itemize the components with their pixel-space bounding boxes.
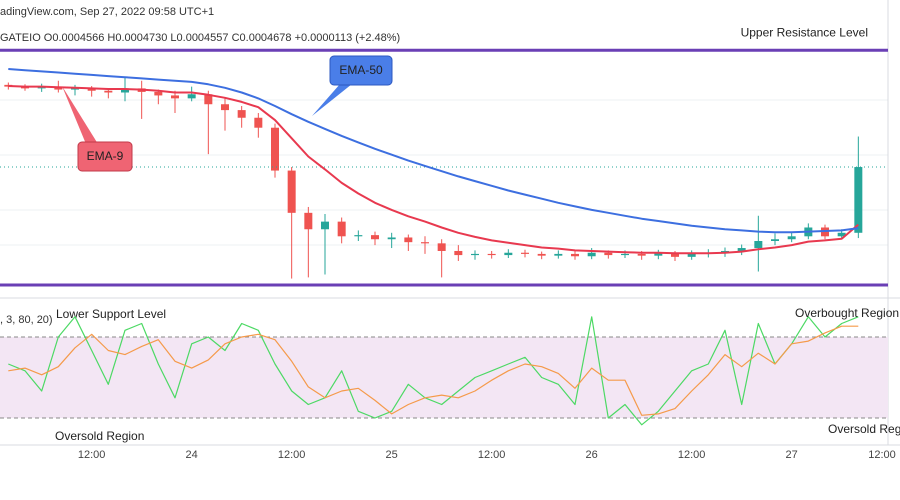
- candle-body: [737, 248, 746, 251]
- candle-body: [187, 94, 196, 99]
- x-tick-label: 12:00: [868, 449, 896, 461]
- x-tick-label: 26: [586, 449, 598, 461]
- ema-line: [8, 85, 859, 255]
- callout-label: EMA-50: [339, 63, 383, 77]
- candle-body: [87, 88, 96, 91]
- x-tick-label: 12:00: [78, 449, 106, 461]
- callout: EMA-9: [62, 86, 133, 172]
- callout-box: [77, 141, 133, 172]
- candle-body: [654, 253, 663, 256]
- candle-body: [504, 252, 513, 256]
- candle-body: [37, 87, 46, 89]
- candle-body: [121, 88, 129, 93]
- callout-label: EMA-9: [87, 149, 124, 163]
- candle-body: [671, 253, 679, 257]
- candle-body: [304, 212, 313, 230]
- candle-body: [554, 253, 563, 256]
- candle-body: [787, 236, 796, 240]
- candle-body: [854, 167, 863, 233]
- x-tick-label: 12:00: [678, 449, 706, 461]
- band-fill: [0, 337, 888, 418]
- candle-body: [171, 95, 179, 99]
- candle-body: [337, 221, 346, 237]
- candle-body: [487, 253, 496, 256]
- level-label: Lower Support Level: [56, 307, 166, 321]
- candle-body: [71, 88, 79, 90]
- candle-body: [537, 253, 546, 256]
- ema-line: [8, 68, 859, 234]
- x-tick-label: 27: [786, 449, 798, 461]
- candle-body: [387, 237, 396, 240]
- candle-body: [687, 253, 696, 257]
- level-label: Upper Resistance Level: [741, 25, 868, 39]
- candle-body: [637, 253, 646, 256]
- candle-body: [204, 94, 213, 105]
- stoch-params: , 3, 80, 20): [0, 314, 53, 326]
- candle-body: [771, 239, 779, 241]
- callout: EMA-50: [312, 55, 393, 116]
- candle-body: [754, 241, 763, 249]
- candle-body: [571, 253, 579, 257]
- stoch-line: [8, 316, 859, 426]
- candle-body: [471, 253, 479, 256]
- stoch-line: [8, 325, 859, 416]
- candle-body: [621, 253, 629, 256]
- candle-body: [154, 91, 163, 96]
- band-label: Oversold Region: [55, 429, 144, 443]
- candle-body: [404, 237, 413, 243]
- callout-box: [329, 55, 393, 86]
- candle-body: [54, 87, 63, 90]
- band-label: Oversold Reg: [828, 422, 900, 436]
- band-label: Overbought Region: [795, 306, 899, 320]
- candle-body: [521, 252, 529, 254]
- candle-body: [287, 170, 296, 213]
- candle-body: [104, 90, 113, 93]
- candle-body: [371, 235, 379, 240]
- header-source: adingView.com, Sep 27, 2022 09:58 UTC+1: [0, 6, 214, 18]
- callout-pointer: [62, 86, 98, 144]
- candle-body: [421, 242, 429, 244]
- x-tick-label: 12:00: [478, 449, 506, 461]
- candle-body: [221, 104, 229, 111]
- candle-body: [454, 250, 463, 256]
- candle-body: [604, 252, 613, 256]
- candle-body: [321, 221, 329, 230]
- candle-body: [237, 110, 246, 118]
- candle-body: [837, 232, 846, 237]
- candle-body: [254, 117, 263, 128]
- candle-body: [354, 235, 363, 237]
- header-quote: GATEIO O0.0004566 H0.0004730 L0.0004557 …: [0, 32, 400, 44]
- candle-body: [271, 127, 279, 171]
- candle-body: [437, 243, 446, 251]
- callout-pointer: [312, 84, 352, 116]
- candle-body: [587, 252, 596, 257]
- x-tick-label: 25: [386, 449, 398, 461]
- x-tick-label: 24: [186, 449, 198, 461]
- x-tick-label: 12:00: [278, 449, 306, 461]
